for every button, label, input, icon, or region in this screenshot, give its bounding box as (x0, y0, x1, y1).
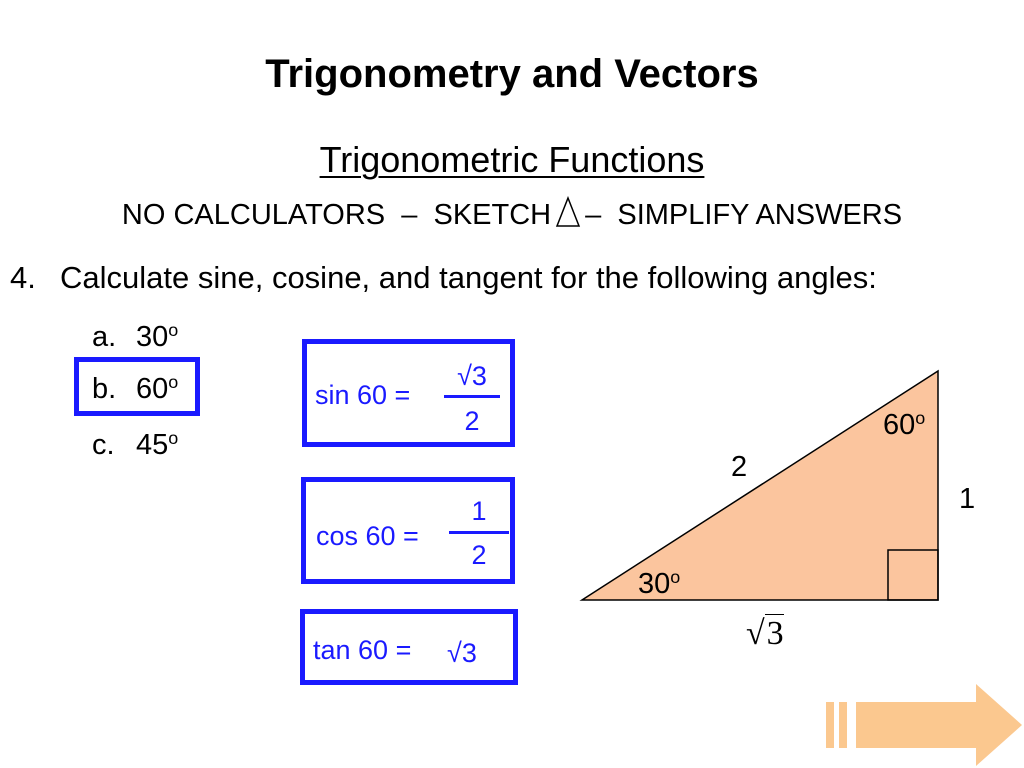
option-value: 30 (136, 321, 169, 353)
degree-mark: o (168, 372, 179, 393)
cos-answer-box: cos 60 = 1 2 (301, 477, 515, 584)
instructions-line: NO CALCULATORS – SKETCH – SIMPLIFY ANSWER… (0, 195, 1024, 237)
cos-fraction-bar (449, 531, 509, 534)
question-line: 4. Calculate sine, cosine, and tangent fo… (10, 258, 877, 298)
option-b: b. 60o (92, 370, 178, 408)
cos-label: cos 60 = (316, 521, 419, 551)
adjacent-side-label: √3 (746, 612, 784, 656)
hypotenuse-label: 2 (731, 451, 748, 483)
radical-symbol: √ (746, 615, 765, 652)
angle-60-label: 60o (883, 408, 926, 441)
option-value: 60 (136, 373, 169, 405)
tan-answer-box: tan 60 = √3 (300, 609, 518, 685)
opposite-side-label: 1 (959, 483, 976, 515)
option-letter: c. (92, 429, 115, 461)
question-text: Calculate sine, cosine, and tangent for … (60, 260, 877, 295)
tan-label: tan 60 = (313, 635, 412, 665)
option-letter: b. (92, 373, 117, 405)
degree-mark: o (168, 320, 179, 341)
sin-denominator: 2 (464, 406, 480, 436)
sin-label: sin 60 = (315, 380, 411, 410)
sin-numerator: √3 (457, 361, 487, 391)
degree-mark: o (168, 428, 179, 449)
cos-denominator: 2 (471, 540, 487, 570)
forward-arrow-icon[interactable] (826, 684, 1024, 768)
instructions-part1: NO CALCULATORS – SKETCH (121, 199, 552, 231)
highlight-box-option-b (74, 357, 200, 416)
tan-value: √3 (447, 638, 477, 668)
slide-title: Trigonometry and Vectors (265, 52, 759, 96)
option-value: 45 (136, 429, 169, 461)
subtitle-text: Trigonometric Functions (319, 139, 705, 180)
triangle-outline-icon (555, 195, 581, 237)
triangle-shape (579, 369, 939, 601)
cos-numerator: 1 (471, 496, 487, 526)
slide-subtitle: Trigonometric Functions (0, 138, 1024, 182)
question-number: 4. (10, 260, 36, 295)
radicand: 3 (764, 614, 784, 652)
right-angle-marker (887, 549, 939, 601)
angle-30-label: 30o (638, 567, 681, 600)
option-letter: a. (92, 321, 117, 353)
sin-fraction-bar (444, 395, 500, 398)
sin-answer-box: sin 60 = √3 2 (302, 339, 515, 447)
option-c: c. 45o (92, 426, 178, 464)
instructions-part2: – SIMPLIFY ANSWERS (585, 199, 903, 231)
option-a: a. 30o (92, 318, 178, 356)
